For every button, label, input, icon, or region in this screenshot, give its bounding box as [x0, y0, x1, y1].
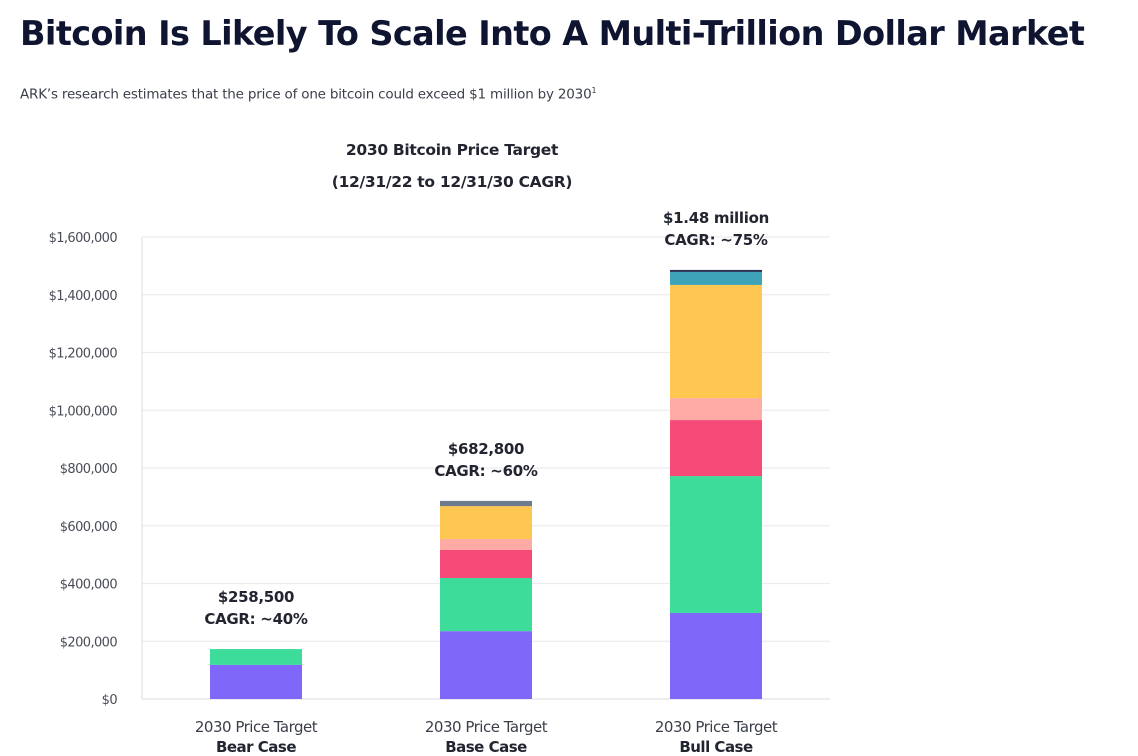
bar-segment-segment-3: [670, 420, 762, 477]
x-category-label: 2030 Price Target: [425, 718, 548, 736]
bar-value-label: $258,500: [218, 588, 294, 606]
y-tick-label: $1,000,000: [49, 404, 118, 419]
page-title: Bitcoin Is Likely To Scale Into A Multi-…: [20, 14, 1085, 53]
x-axis-categories: 2030 Price Target Bear Case 2030 Price Tar…: [195, 718, 778, 756]
bar-cagr-label: CAGR: ~75%: [664, 231, 767, 249]
footnote-marker: 1: [591, 86, 597, 95]
bar-cagr-label: CAGR: ~40%: [204, 610, 307, 628]
bar-segment-segment-8: [670, 269, 762, 272]
bar-value-label: $682,800: [448, 440, 524, 458]
y-tick-label: $800,000: [60, 462, 118, 477]
y-tick-label: $1,400,000: [49, 289, 118, 304]
bar-segment-segment-1: [440, 631, 532, 699]
x-category-label: 2030 Price Target: [195, 718, 318, 736]
y-tick-label: $600,000: [60, 520, 118, 535]
page-subtitle: ARK’s research estimates that the price …: [20, 86, 597, 103]
bar-segment-segment-2: [670, 476, 762, 613]
bar-segment-segment-4: [440, 539, 532, 551]
x-category-label: 2030 Price Target: [655, 718, 778, 736]
y-axis-ticks: $0 $200,000 $400,000 $600,000 $800,000 $1,000…: [49, 231, 118, 708]
chart-title: 2030 Bitcoin Price Target: [346, 141, 559, 159]
chart-subtitle: (12/31/22 to 12/31/30 CAGR): [332, 173, 572, 191]
bar-segment-segment-1: [670, 612, 762, 699]
y-tick-label: $1,600,000: [49, 231, 118, 246]
bar-segment-segment-6: [670, 271, 762, 285]
x-category-case: Base Case: [445, 738, 527, 756]
bar-cagr-label: CAGR: ~60%: [434, 462, 537, 480]
bars: [210, 269, 762, 699]
y-tick-label: $0: [102, 693, 118, 708]
bar-segment-segment-5: [670, 284, 762, 399]
bar-segment-segment-5: [440, 506, 532, 540]
y-tick-label: $400,000: [60, 578, 118, 593]
bar-segment-segment-1: [210, 664, 302, 699]
y-tick-label: $1,200,000: [49, 347, 118, 362]
bar-value-label: $1.48 million: [663, 209, 769, 227]
bar-segment-segment-4: [670, 398, 762, 421]
bar-segment-segment-3: [440, 550, 532, 579]
bar-labels: $258,500 CAGR: ~40% $682,800 CAGR: ~60% $1.4…: [204, 209, 769, 628]
x-category-case: Bull Case: [679, 738, 753, 756]
bar-segment-segment-2: [440, 578, 532, 632]
bar-segment-segment-7: [440, 500, 532, 507]
subtitle-text: ARK’s research estimates that the price …: [20, 86, 592, 103]
x-category-case: Bear Case: [216, 738, 296, 756]
y-tick-label: $200,000: [60, 635, 118, 650]
bar-segment-segment-2: [210, 649, 302, 665]
